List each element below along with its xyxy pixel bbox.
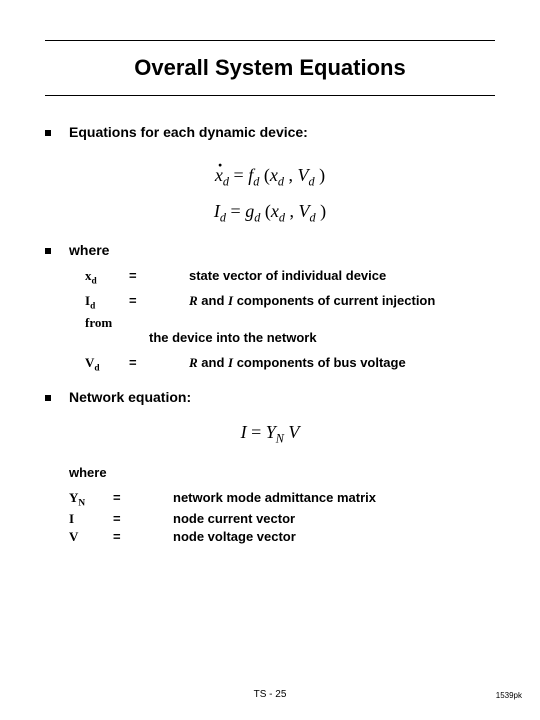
def-xd-desc: state vector of individual device (189, 268, 495, 283)
bullet-text-2: where (69, 242, 109, 258)
def-I-eq: = (113, 511, 173, 526)
def-V-desc: node voltage vector (173, 529, 495, 544)
bullet-icon (45, 395, 51, 401)
top-rule (45, 40, 495, 41)
where-2-label: where (69, 465, 495, 480)
def-Vd-eq: = (129, 355, 189, 370)
def-Id-from-label: from (85, 315, 129, 331)
equation-block-2: I = YN V (45, 415, 495, 451)
bullet-icon (45, 248, 51, 254)
bullet-text-3: Network equation: (69, 389, 191, 405)
section-network: Network equation: I = YN V where YN = ne… (45, 389, 495, 544)
def-Id-desc: R and I components of current injection (189, 293, 495, 309)
definitions-2: YN = network mode admittance matrix I = … (69, 490, 495, 545)
def-YN-symbol: YN (69, 490, 113, 509)
equation-3: I = YN V (45, 415, 495, 451)
def-I: I = node current vector (69, 511, 495, 527)
def-V: V = node voltage vector (69, 529, 495, 545)
bullet-row-1: Equations for each dynamic device: (45, 124, 495, 140)
bullet-row-2: where (45, 242, 495, 258)
def-Id: Id = R and I components of current injec… (85, 293, 495, 312)
def-Vd-symbol: Vd (85, 355, 129, 374)
title-rule (45, 95, 495, 96)
equation-1: xd = fd (xd , Vd ) (45, 158, 495, 194)
page-title: Overall System Equations (45, 55, 495, 81)
def-Id-symbol: Id (85, 293, 129, 312)
def-Vd-desc: R and I components of bus voltage (189, 355, 495, 371)
equation-2: Id = gd (xd , Vd ) (45, 194, 495, 230)
def-YN: YN = network mode admittance matrix (69, 490, 495, 509)
def-xd-eq: = (129, 268, 189, 283)
def-I-desc: node current vector (173, 511, 495, 526)
footer-code: 1539pk (496, 691, 522, 700)
bullet-row-3: Network equation: (45, 389, 495, 405)
definitions-1: xd = state vector of individual device I… (85, 268, 495, 374)
def-Id-from: from (85, 315, 495, 331)
section-equations: Equations for each dynamic device: xd = … (45, 124, 495, 230)
def-Id-wrap: the device into the network (149, 330, 495, 345)
equation-block-1: xd = fd (xd , Vd ) Id = gd (xd , Vd ) (45, 158, 495, 230)
def-xd: xd = state vector of individual device (85, 268, 495, 287)
def-V-eq: = (113, 529, 173, 544)
def-YN-eq: = (113, 490, 173, 505)
def-YN-desc: network mode admittance matrix (173, 490, 495, 505)
def-V-symbol: V (69, 529, 113, 545)
def-Vd: Vd = R and I components of bus voltage (85, 355, 495, 374)
def-xd-symbol: xd (85, 268, 129, 287)
def-I-symbol: I (69, 511, 113, 527)
footer-page-number: TS - 25 (0, 689, 540, 700)
bullet-text-1: Equations for each dynamic device: (69, 124, 308, 140)
def-Id-eq: = (129, 293, 189, 308)
bullet-icon (45, 130, 51, 136)
section-where-1: where xd = state vector of individual de… (45, 242, 495, 374)
